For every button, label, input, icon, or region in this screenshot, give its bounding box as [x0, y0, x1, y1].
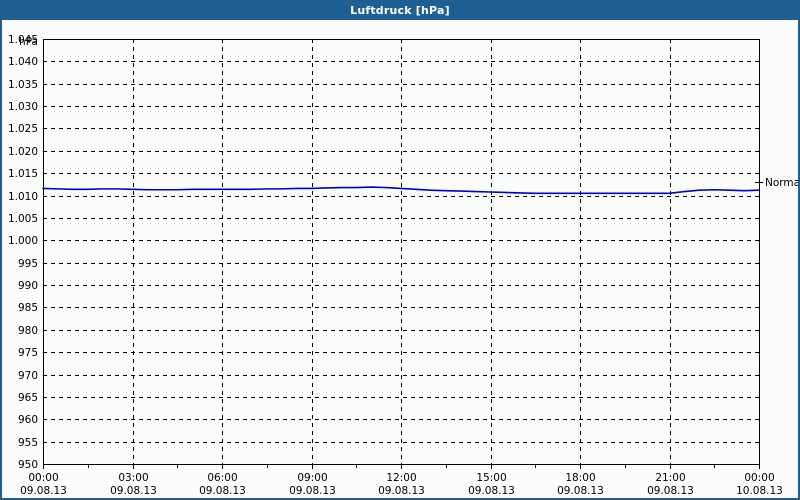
x-axis-time-label: 03:00: [118, 472, 148, 484]
y-axis-tick-label: 1.015: [8, 168, 38, 180]
x-axis-time-label: 12:00: [386, 472, 416, 484]
x-axis-date-label: 09.08.13: [557, 485, 604, 497]
y-axis-tick-label: 960: [18, 414, 38, 426]
x-axis-time-label: 09:00: [297, 472, 327, 484]
y-axis-tick-label: 1.000: [8, 235, 38, 247]
y-axis-tick-label: 1.030: [8, 101, 38, 113]
y-axis-tick-label: 955: [18, 437, 38, 449]
y-axis-tick-label: 995: [18, 258, 38, 270]
y-axis-tick-label: 1.020: [8, 146, 38, 158]
x-axis-time-label: 21:00: [655, 472, 685, 484]
x-axis-date-label: 09.08.13: [289, 485, 336, 497]
x-axis-labels: 00:0009.08.1303:0009.08.1306:0009.08.130…: [20, 472, 783, 497]
y-axis-tick-label: 970: [18, 370, 38, 382]
data-series-group: [42, 186, 760, 195]
y-axis-tick-label: 980: [18, 325, 38, 337]
x-axis-date-label: 09.08.13: [378, 485, 425, 497]
x-axis-date-label: 09.08.13: [647, 485, 694, 497]
y-axis-tick-label: 985: [18, 302, 38, 314]
plot-frame: [43, 39, 760, 465]
y-axis-tick-label: 1.005: [8, 213, 38, 225]
chart-plot-container: 1.045 1.040 1.035 1.030 1.025 1.020 1.015 1.010…: [2, 20, 798, 498]
y-axis-tick-label: 975: [18, 347, 38, 359]
normal-reference-annotation: Normal: [755, 177, 798, 189]
window-title-bar: Luftdruck [hPa]: [2, 2, 798, 20]
x-axis-date-label: 10.08.13: [736, 485, 783, 497]
x-axis-date-label: 09.08.13: [199, 485, 246, 497]
vertical-gridlines: [43, 39, 760, 469]
y-axis-tick-label: 1.040: [8, 56, 38, 68]
y-axis-tick-label: 965: [18, 392, 38, 404]
y-axis-unit-label: hPa: [19, 36, 38, 48]
x-axis-time-label: 18:00: [565, 472, 595, 484]
y-axis-tick-label: 1.035: [8, 79, 38, 91]
x-axis-time-label: 15:00: [476, 472, 506, 484]
y-axis-tick-label: 1.025: [8, 123, 38, 135]
x-axis-date-label: 09.08.13: [468, 485, 515, 497]
y-axis-tick-label: 950: [18, 459, 38, 471]
pressure-line-chart: 1.045 1.040 1.035 1.030 1.025 1.020 1.015 1.010…: [2, 20, 798, 498]
x-axis-time-label: 06:00: [207, 472, 237, 484]
y-axis-labels: 1.045 1.040 1.035 1.030 1.025 1.020 1.015 1.010…: [8, 34, 38, 471]
chart-background: [2, 20, 798, 498]
y-axis-tick-label: 990: [18, 280, 38, 292]
y-axis-tick-label: 1.010: [8, 191, 38, 203]
x-axis-time-label: 00:00: [744, 472, 774, 484]
x-axis-date-label: 09.08.13: [110, 485, 157, 497]
x-axis-date-label: 09.08.13: [20, 485, 67, 497]
x-axis-time-label: 00:00: [28, 472, 58, 484]
normal-reference-label: Normal: [765, 177, 798, 189]
y-axis-tick-label: 1.045: [8, 34, 38, 46]
series-line-luftdruck: [42, 186, 760, 195]
